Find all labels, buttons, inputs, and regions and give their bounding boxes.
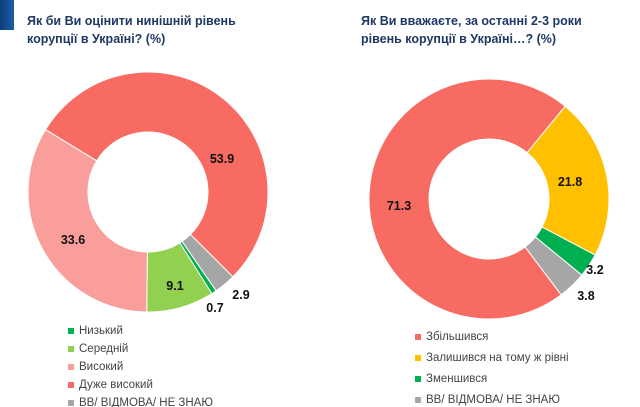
legend-swatch: [68, 346, 74, 352]
legend-item: ВВ/ ВІДМОВА/ НЕ ЗНАЮ: [68, 394, 213, 407]
legend-swatch: [415, 396, 421, 403]
legend-label: Залишився на тому ж рівні: [426, 351, 569, 364]
legend-swatch: [68, 364, 74, 370]
chart-title-left: Як би Ви оцінити нинішній рівень корупці…: [27, 14, 236, 46]
legend-swatch: [415, 333, 421, 340]
legend-right: Збільшився Залишився на тому ж рівні Зменш…: [415, 326, 569, 407]
accent-bar: [0, 0, 14, 30]
legend-label: Низький: [79, 325, 123, 337]
legend-label: Високий: [79, 361, 124, 373]
legend-label: ВВ/ ВІДМОВА/ НЕ ЗНАЮ: [426, 393, 560, 406]
data-label: 9.1: [166, 279, 183, 293]
donut-slice: [181, 233, 234, 292]
data-label: 53.9: [210, 152, 234, 166]
legend-label: Зменшився: [426, 372, 488, 385]
data-label: 0.7: [206, 301, 223, 315]
legend-swatch: [68, 382, 74, 388]
legend-swatch: [68, 328, 74, 334]
legend-swatch: [415, 375, 421, 382]
legend-item: ВВ/ ВІДМОВА/ НЕ ЗНАЮ: [415, 389, 569, 407]
donut-slice: [526, 105, 610, 256]
legend-swatch: [415, 354, 421, 361]
legend-item: Середній: [68, 340, 213, 358]
donut-slice: [27, 128, 148, 313]
chart-title-right: Як Ви вважаєте, за останні 2-3 роки ріве…: [361, 14, 582, 46]
data-label: 21.8: [558, 175, 582, 189]
data-label: 71.3: [387, 199, 411, 213]
legend-item: Низький: [68, 322, 213, 340]
legend-label: Збільшився: [426, 330, 489, 343]
legend-item: Зменшився: [415, 368, 569, 389]
data-label: 33.6: [61, 233, 85, 247]
legend-label: Середній: [79, 343, 129, 355]
legend-label: ВВ/ ВІДМОВА/ НЕ ЗНАЮ: [79, 397, 213, 407]
legend-left: Низький Середній Високий Дуже високий ВВ/ ВІ…: [68, 322, 213, 407]
legend-label: Дуже високий: [79, 379, 153, 391]
data-label: 2.9: [232, 288, 249, 302]
legend-swatch: [68, 400, 74, 406]
donut-slice: [44, 71, 269, 278]
data-label: 3.8: [577, 289, 594, 303]
donut-slice: [368, 78, 566, 320]
legend-item: Збільшився: [415, 326, 569, 347]
legend-item: Високий: [68, 358, 213, 376]
legend-item: Залишився на тому ж рівні: [415, 347, 569, 368]
legend-item: Дуже високий: [68, 376, 213, 394]
donut-slice: [524, 236, 583, 296]
data-label: 3.2: [586, 263, 603, 277]
